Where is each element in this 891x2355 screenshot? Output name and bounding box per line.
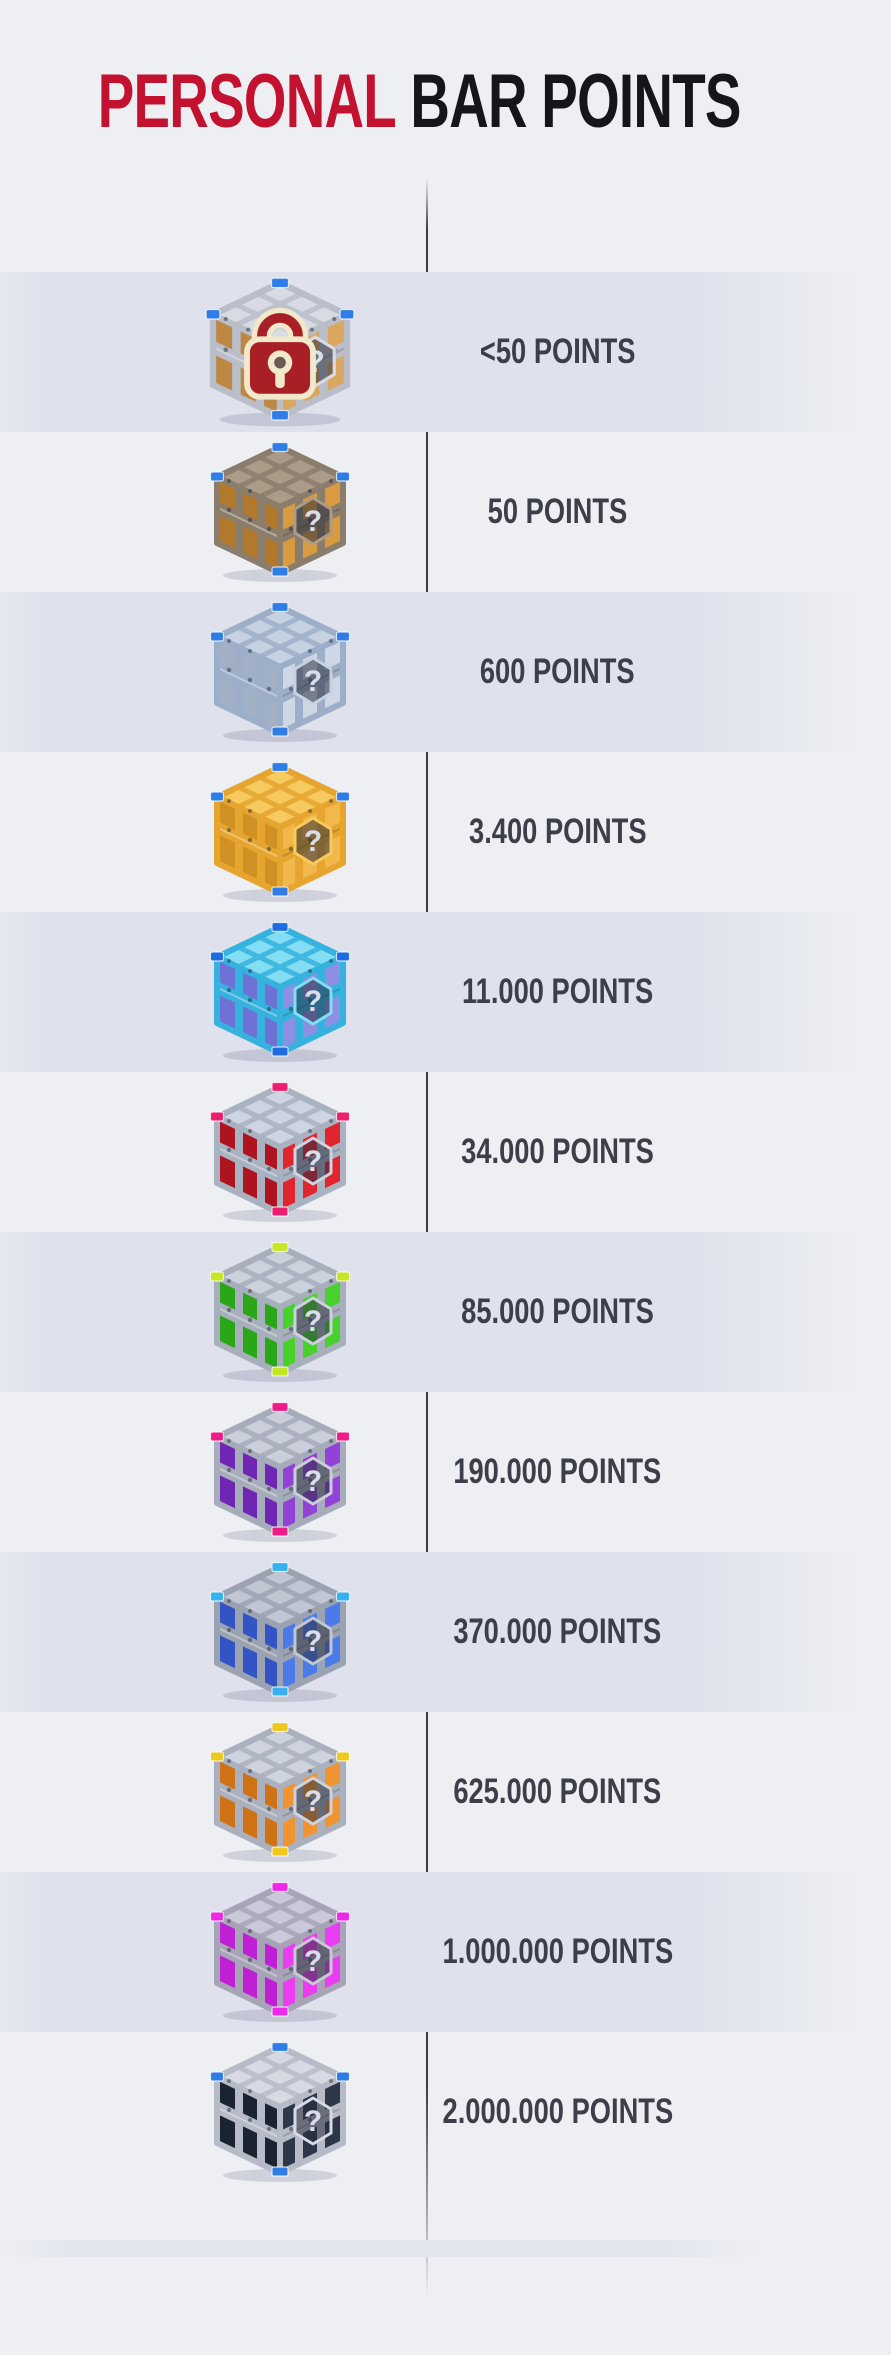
- emerald-crate-icon: ?: [205, 1241, 355, 1383]
- question-mark-badge: ?: [293, 1776, 333, 1826]
- points-label: 3.400 POINTS: [468, 812, 647, 851]
- rewards-list: ? <50 POINTS ?: [0, 272, 891, 2192]
- reward-row: ? 625.000 POINTS: [0, 1712, 891, 1872]
- points-label-box: 600 POINTS: [445, 592, 670, 752]
- reward-row: ? 3.400 POINTS: [0, 752, 891, 912]
- title-rest-words: BAR POINTS: [410, 59, 741, 144]
- points-label-box: 34.000 POINTS: [445, 1072, 670, 1232]
- points-label-box: 190.000 POINTS: [445, 1392, 670, 1552]
- points-label: 190.000 POINTS: [453, 1452, 662, 1491]
- reward-row: ? 85.000 POINTS: [0, 1232, 891, 1392]
- corner-gems: [209, 2041, 351, 2177]
- points-label-box: 625.000 POINTS: [445, 1712, 670, 1872]
- corner-gems: [209, 1401, 351, 1537]
- locked-wooden-crate-icon: ?: [200, 277, 360, 428]
- sapphire-crate-icon: ?: [205, 1561, 355, 1703]
- corner-gems: [209, 761, 351, 897]
- corner-gems: [205, 277, 355, 421]
- corner-gems: [209, 441, 351, 577]
- points-label: 370.000 POINTS: [453, 1612, 662, 1651]
- question-mark-badge: ?: [293, 816, 333, 866]
- reward-row: ? 2.000.000 POINTS: [0, 2032, 891, 2192]
- svg-text:?: ?: [304, 2105, 322, 2138]
- svg-text:?: ?: [304, 1785, 322, 1818]
- points-label: 85.000 POINTS: [461, 1292, 654, 1331]
- reward-row: ? <50 POINTS: [0, 272, 891, 432]
- ruby-crate-icon: ?: [205, 1081, 355, 1223]
- bronze-wooden-crate-icon: ?: [205, 441, 355, 583]
- points-label-box: 1.000.000 POINTS: [442, 1872, 673, 2032]
- padlock-icon: [244, 307, 316, 400]
- reward-row: ? 370.000 POINTS: [0, 1552, 891, 1712]
- svg-text:?: ?: [304, 825, 322, 858]
- svg-text:?: ?: [304, 985, 322, 1018]
- title-accent-word: PERSONAL: [97, 59, 397, 144]
- golden-crate-icon: ?: [205, 761, 355, 903]
- amber-crate-icon: ?: [205, 1721, 355, 1863]
- question-mark-badge: ?: [293, 1296, 333, 1346]
- corner-gems: [209, 1241, 351, 1377]
- svg-text:?: ?: [304, 1465, 322, 1498]
- question-mark-badge: ?: [293, 496, 333, 546]
- points-label: 625.000 POINTS: [453, 1772, 662, 1811]
- reward-row: ? 1.000.000 POINTS: [0, 1872, 891, 2032]
- magenta-crate-icon: ?: [205, 1881, 355, 2023]
- question-mark-badge: ?: [293, 656, 333, 706]
- amethyst-crate-icon: ?: [205, 1401, 355, 1543]
- svg-text:?: ?: [304, 1945, 322, 1978]
- question-mark-badge: ?: [293, 1456, 333, 1506]
- corner-gems: [209, 1561, 351, 1697]
- svg-text:?: ?: [304, 1625, 322, 1658]
- question-mark-badge: ?: [293, 1136, 333, 1186]
- reward-row: ? 190.000 POINTS: [0, 1392, 891, 1552]
- question-mark-badge: ?: [293, 976, 333, 1026]
- reward-row: ? 34.000 POINTS: [0, 1072, 891, 1232]
- points-label-box: 85.000 POINTS: [445, 1232, 670, 1392]
- cyan-crate-icon: ?: [205, 921, 355, 1063]
- points-label: 1.000.000 POINTS: [442, 1932, 673, 1971]
- points-label-box: <50 POINTS: [445, 272, 670, 432]
- question-mark-badge: ?: [293, 1936, 333, 1986]
- points-label-box: 50 POINTS: [445, 432, 670, 592]
- points-label: 2.000.000 POINTS: [442, 2092, 673, 2131]
- silver-crate-icon: ?: [205, 601, 355, 743]
- obsidian-crate-icon: ?: [205, 2041, 355, 2183]
- svg-text:?: ?: [304, 505, 322, 538]
- points-label-box: 370.000 POINTS: [445, 1552, 670, 1712]
- points-label: 600 POINTS: [480, 652, 635, 691]
- points-label: <50 POINTS: [479, 332, 636, 371]
- question-mark-badge: ?: [293, 2096, 333, 2146]
- points-label: 34.000 POINTS: [461, 1132, 654, 1171]
- corner-gems: [209, 1081, 351, 1217]
- corner-gems: [209, 1881, 351, 2017]
- rivets: [226, 1439, 334, 1492]
- list-end-divider: [0, 2240, 758, 2257]
- corner-gems: [209, 1721, 351, 1857]
- svg-text:?: ?: [304, 665, 322, 698]
- points-label-box: 2.000.000 POINTS: [442, 2032, 673, 2192]
- points-label: 11.000 POINTS: [461, 972, 654, 1011]
- svg-text:?: ?: [304, 1305, 322, 1338]
- page-title: PERSONAL BAR POINTS: [98, 64, 742, 140]
- reward-row: ? 600 POINTS: [0, 592, 891, 752]
- corner-gems: [209, 601, 351, 737]
- question-mark-badge: ?: [293, 1616, 333, 1666]
- points-label: 50 POINTS: [487, 492, 628, 531]
- corner-gems: [209, 921, 351, 1057]
- reward-row: ? 11.000 POINTS: [0, 912, 891, 1072]
- svg-text:?: ?: [304, 1145, 322, 1178]
- reward-row: ? 50 POINTS: [0, 432, 891, 592]
- points-label-box: 11.000 POINTS: [445, 912, 670, 1072]
- points-label-box: 3.400 POINTS: [445, 752, 670, 912]
